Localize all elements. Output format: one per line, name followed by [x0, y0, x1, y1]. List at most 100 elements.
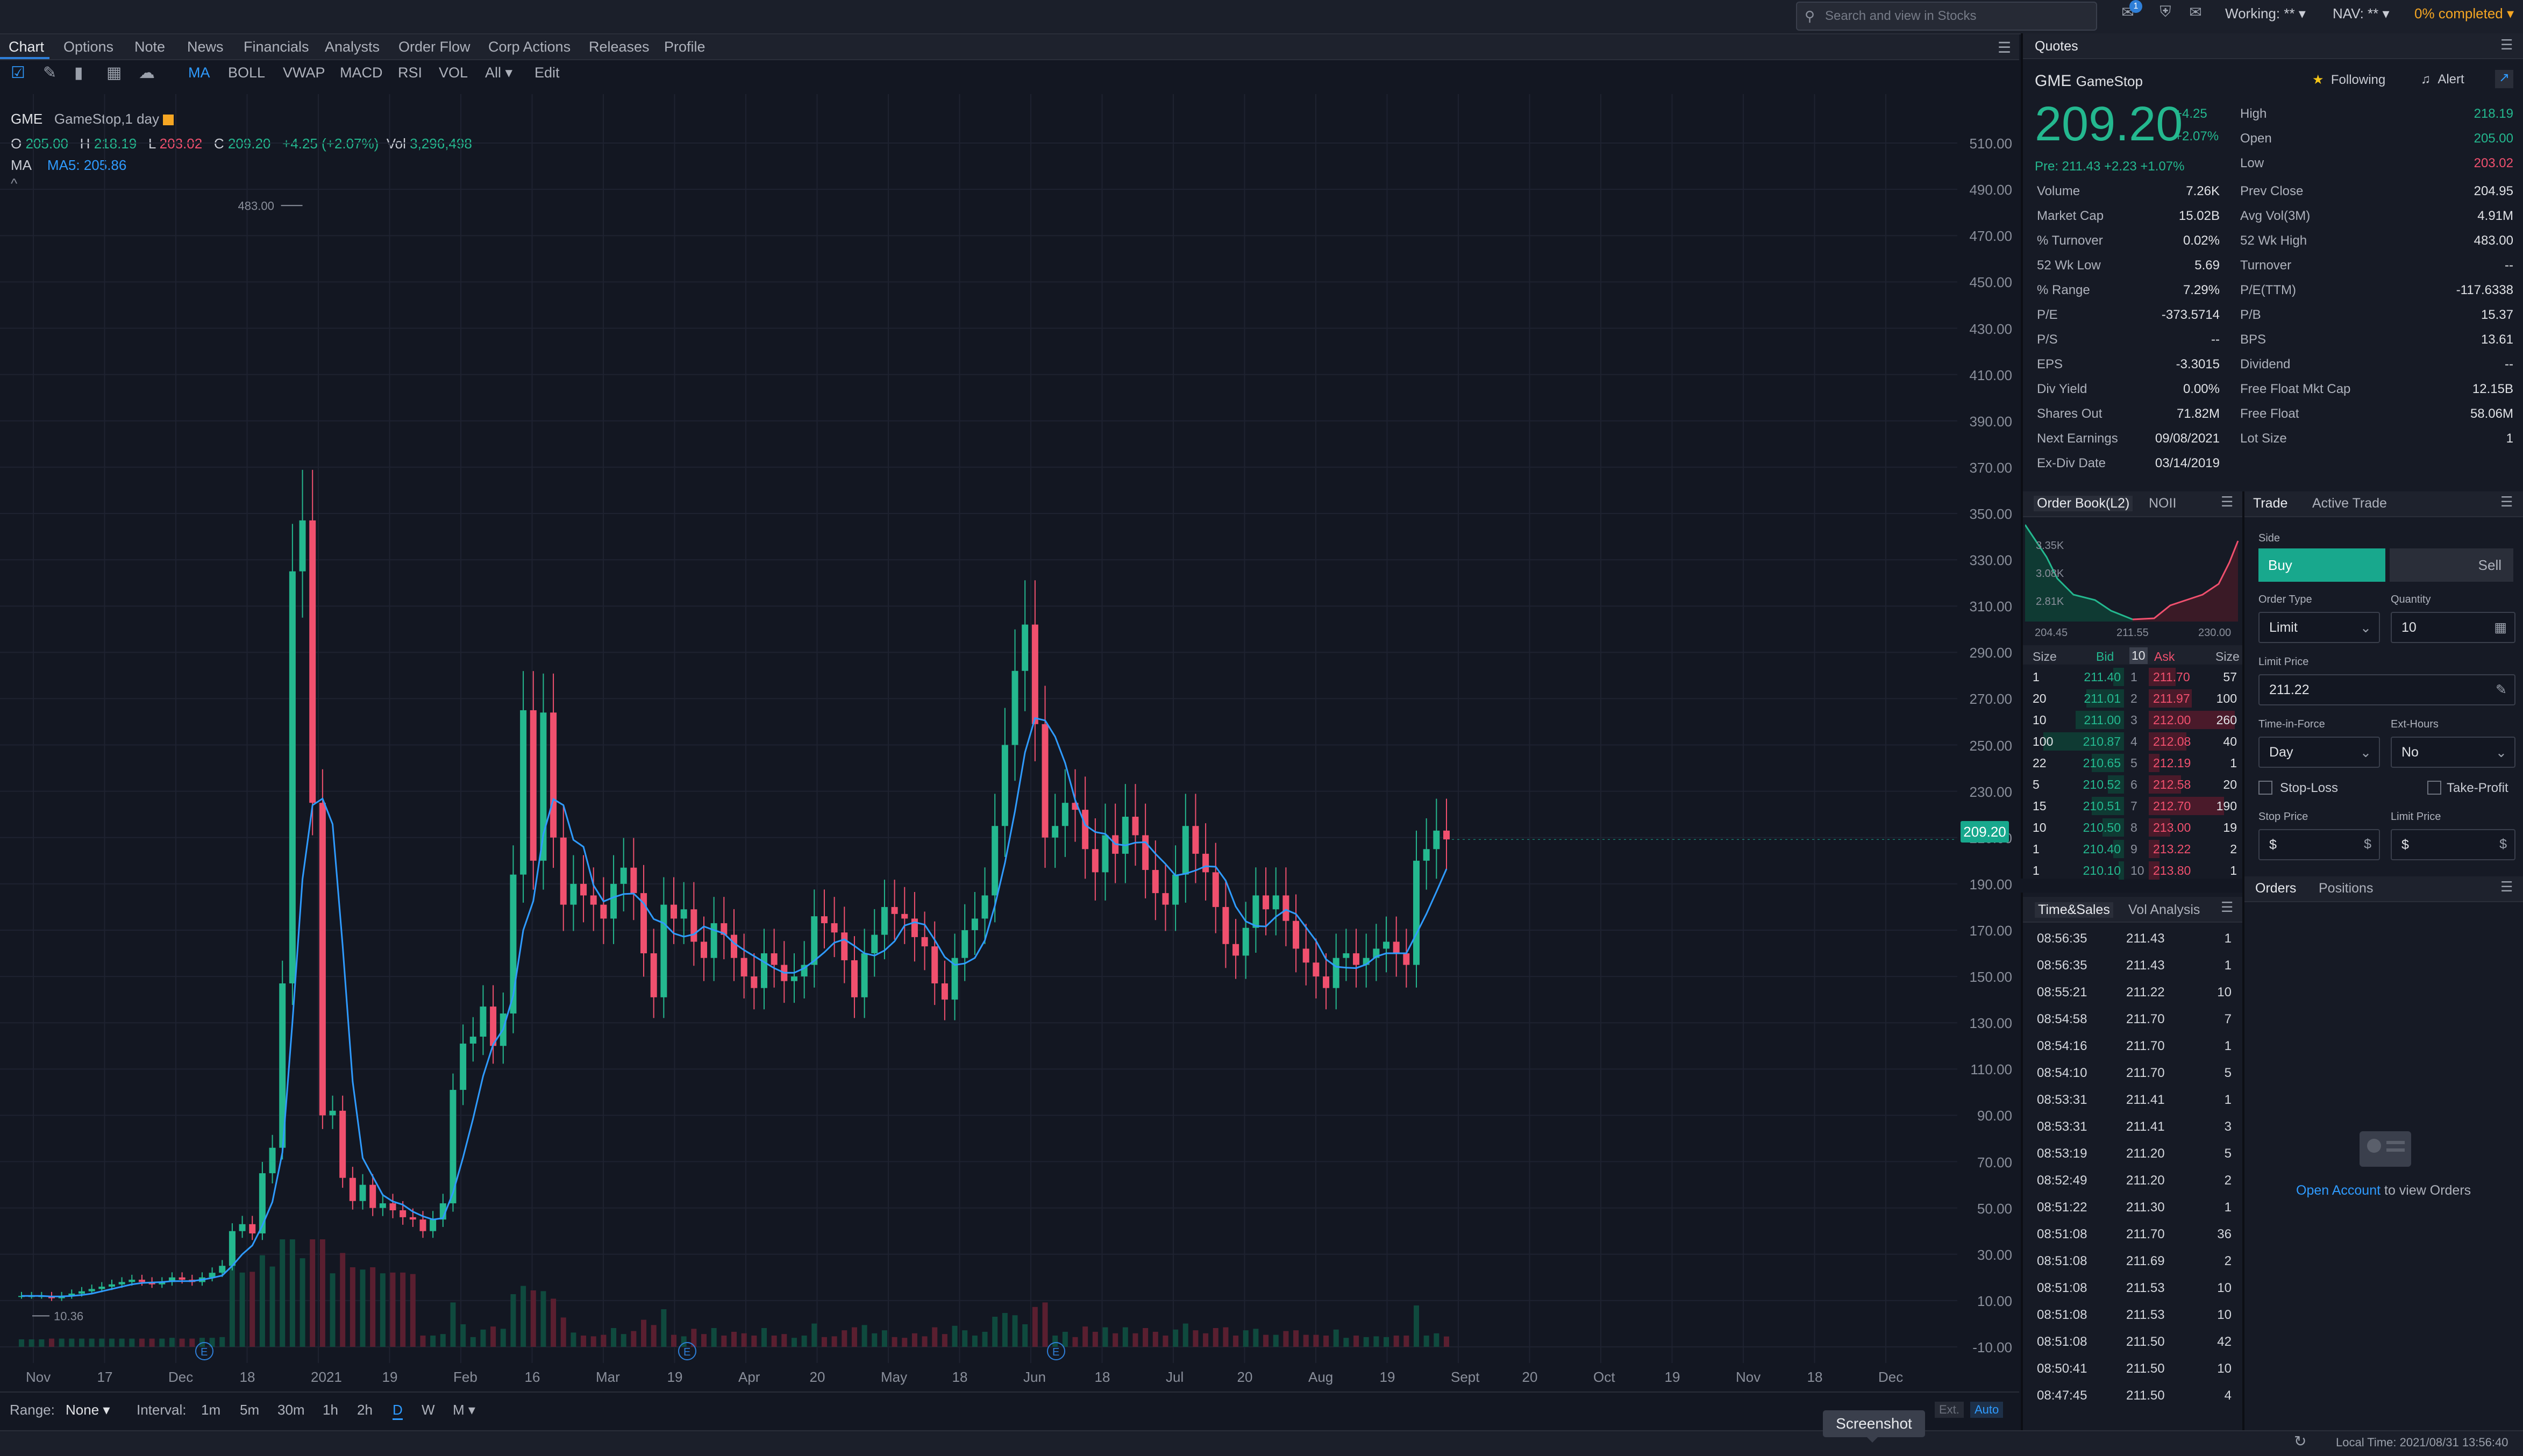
indicator-boll[interactable]: BOLL [228, 65, 266, 81]
tab-corp-actions[interactable]: Corp Actions [488, 39, 571, 55]
interval-m[interactable]: M ▾ [453, 1402, 475, 1418]
interval-30m[interactable]: 30m [277, 1402, 305, 1418]
candle-body [168, 1277, 175, 1282]
mail-icon[interactable]: ✉ [2189, 4, 2202, 20]
indicator-vwap[interactable]: VWAP [283, 65, 325, 81]
quantity-field[interactable]: 10 ▦ [2391, 612, 2515, 643]
sell-button[interactable]: Sell [2390, 548, 2513, 582]
completion-status[interactable]: 0% completed ▾ [2414, 5, 2514, 22]
bid-price[interactable]: 210.51 [2083, 799, 2121, 813]
orderbook-menu-icon[interactable]: ☰ [2221, 494, 2234, 510]
nav-dropdown[interactable]: NAV: ** ▾ [2333, 5, 2390, 22]
all-indicators-dropdown[interactable]: All ▾ [485, 65, 513, 81]
tab-order-flow[interactable]: Order Flow [398, 39, 471, 55]
tab-orders[interactable]: Orders [2255, 881, 2297, 896]
interval-1m[interactable]: 1m [201, 1402, 221, 1418]
ext-toggle[interactable]: Ext. [1935, 1402, 1964, 1418]
bid-price[interactable]: 210.40 [2083, 842, 2121, 856]
take-profit-checkbox[interactable] [2427, 781, 2441, 795]
grid-icon[interactable]: ▦ [106, 64, 122, 82]
indicator-macd[interactable]: MACD [340, 65, 383, 81]
following-button[interactable]: ★ Following [2312, 73, 2386, 87]
ask-price[interactable]: 213.00 [2153, 820, 2191, 834]
orders-menu-icon[interactable]: ☰ [2500, 879, 2513, 895]
ask-price[interactable]: 211.70 [2153, 670, 2190, 684]
interval-5m[interactable]: 5m [240, 1402, 260, 1418]
interval-w[interactable]: W [422, 1402, 435, 1418]
auto-toggle[interactable]: Auto [1970, 1402, 2004, 1418]
timesales-menu-icon[interactable]: ☰ [2221, 899, 2234, 915]
edit-icon[interactable]: ✎ [2496, 682, 2507, 697]
indicator-ma[interactable]: MA [188, 65, 210, 81]
ask-price[interactable]: 213.80 [2153, 863, 2191, 877]
calculator-icon[interactable]: ▦ [2494, 620, 2507, 635]
menu-icon[interactable]: ☰ [1998, 39, 2012, 56]
tab-trade[interactable]: Trade [2253, 496, 2288, 511]
tab-vol-analysis[interactable]: Vol Analysis [2128, 902, 2200, 917]
quotes-menu-icon[interactable]: ☰ [2500, 37, 2513, 53]
tab-releases[interactable]: Releases [589, 39, 650, 55]
limit-price-field[interactable]: 211.22 ✎ [2258, 674, 2515, 705]
open-account-link[interactable]: Open Account [2296, 1183, 2381, 1198]
bid-price[interactable]: 211.40 [2084, 670, 2121, 684]
y-tick-label: 170.00 [1969, 922, 2012, 939]
stop-price-field[interactable]: $ $ [2258, 829, 2380, 860]
ask-price[interactable]: 212.00 [2153, 713, 2191, 727]
tab-financials[interactable]: Financials [244, 39, 309, 55]
ext-hours-select[interactable]: No ⌄ [2391, 737, 2515, 768]
ask-price[interactable]: 212.08 [2153, 734, 2191, 748]
bid-price[interactable]: 210.50 [2083, 820, 2121, 834]
range-dropdown[interactable]: None ▾ [66, 1402, 110, 1418]
limit-price-2-field[interactable]: $ $ [2391, 829, 2515, 860]
alert-button[interactable]: ♫ Alert [2421, 72, 2464, 87]
tab-analysts[interactable]: Analysts [325, 39, 380, 55]
order-type-select[interactable]: Limit ⌄ [2258, 612, 2380, 643]
tab-order-book-l2[interactable]: Order Book(L2) [2034, 496, 2133, 511]
bid-price[interactable]: 210.52 [2083, 777, 2121, 791]
bid-price[interactable]: 210.65 [2083, 756, 2121, 770]
ask-price[interactable]: 212.70 [2153, 799, 2191, 813]
tab-chart[interactable]: Chart [9, 39, 45, 55]
checkbox-icon[interactable]: ☑ [11, 64, 25, 82]
shield-icon[interactable]: ⛨ [2159, 3, 2171, 20]
ask-price[interactable]: 211.97 [2153, 691, 2190, 705]
candles-icon[interactable]: ▮ [74, 64, 83, 82]
chart-link-icon[interactable]: ↗ [2495, 70, 2513, 88]
ask-price[interactable]: 212.19 [2153, 756, 2191, 770]
bid-price[interactable]: 210.10 [2083, 863, 2121, 877]
bid-price[interactable]: 211.01 [2084, 691, 2121, 705]
level-count-button[interactable]: 10 [2129, 647, 2148, 664]
interval-2h[interactable]: 2h [357, 1402, 373, 1418]
tab-quotes[interactable]: Quotes [2035, 39, 2078, 54]
pencil-icon[interactable]: ✎ [43, 64, 57, 82]
ask-price[interactable]: 213.22 [2153, 842, 2191, 856]
tab-note[interactable]: Note [134, 39, 166, 55]
bid-price[interactable]: 211.00 [2084, 713, 2121, 727]
edit-button[interactable]: Edit [534, 65, 560, 81]
buy-button[interactable]: Buy [2258, 548, 2385, 582]
tab-noii[interactable]: NOII [2149, 496, 2177, 511]
tab-profile[interactable]: Profile [664, 39, 705, 55]
trade-menu-icon[interactable]: ☰ [2500, 494, 2513, 510]
stop-loss-checkbox[interactable] [2258, 781, 2272, 795]
indicator-vol[interactable]: VOL [439, 65, 468, 81]
candlestick-chart[interactable]: 483.00 10.36 E E E [0, 94, 2019, 1368]
collapse-legend-button[interactable]: ^ [11, 175, 18, 191]
refresh-icon[interactable]: ↻ [2294, 1433, 2307, 1450]
tab-news[interactable]: News [187, 39, 224, 55]
indicator-rsi[interactable]: RSI [398, 65, 423, 81]
tab-active-trade[interactable]: Active Trade [2312, 496, 2387, 511]
search-input[interactable]: ⚲ Search and view in Stocks [1796, 2, 2097, 31]
cloud-icon[interactable]: ☁ [139, 64, 155, 82]
bid-price[interactable]: 210.87 [2083, 734, 2121, 748]
working-dropdown[interactable]: Working: ** ▾ [2225, 5, 2306, 22]
tab-options[interactable]: Options [63, 39, 114, 55]
y-tick-label: 310.00 [1969, 598, 2012, 615]
ask-price[interactable]: 212.58 [2153, 777, 2191, 791]
interval-1h[interactable]: 1h [323, 1402, 338, 1418]
interval-d[interactable]: D [393, 1402, 403, 1420]
dollar-icon: $ [2499, 837, 2507, 852]
tab-time-sales[interactable]: Time&Sales [2035, 902, 2113, 918]
tab-positions[interactable]: Positions [2319, 881, 2374, 896]
tif-select[interactable]: Day ⌄ [2258, 737, 2380, 768]
